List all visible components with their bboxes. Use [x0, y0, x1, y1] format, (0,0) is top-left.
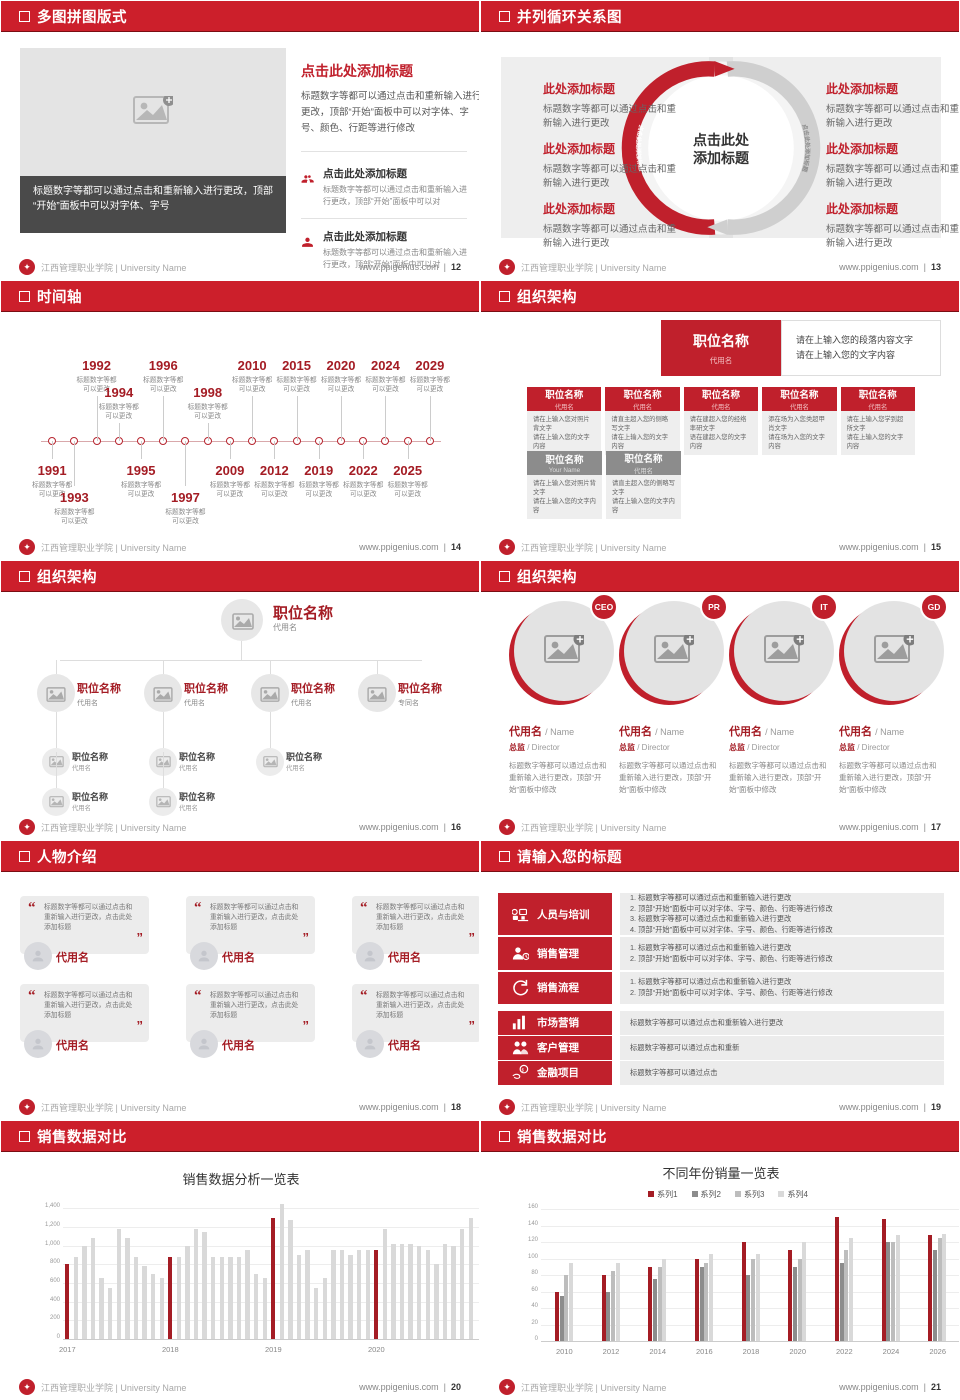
svg-text:$: $: [522, 1068, 525, 1073]
